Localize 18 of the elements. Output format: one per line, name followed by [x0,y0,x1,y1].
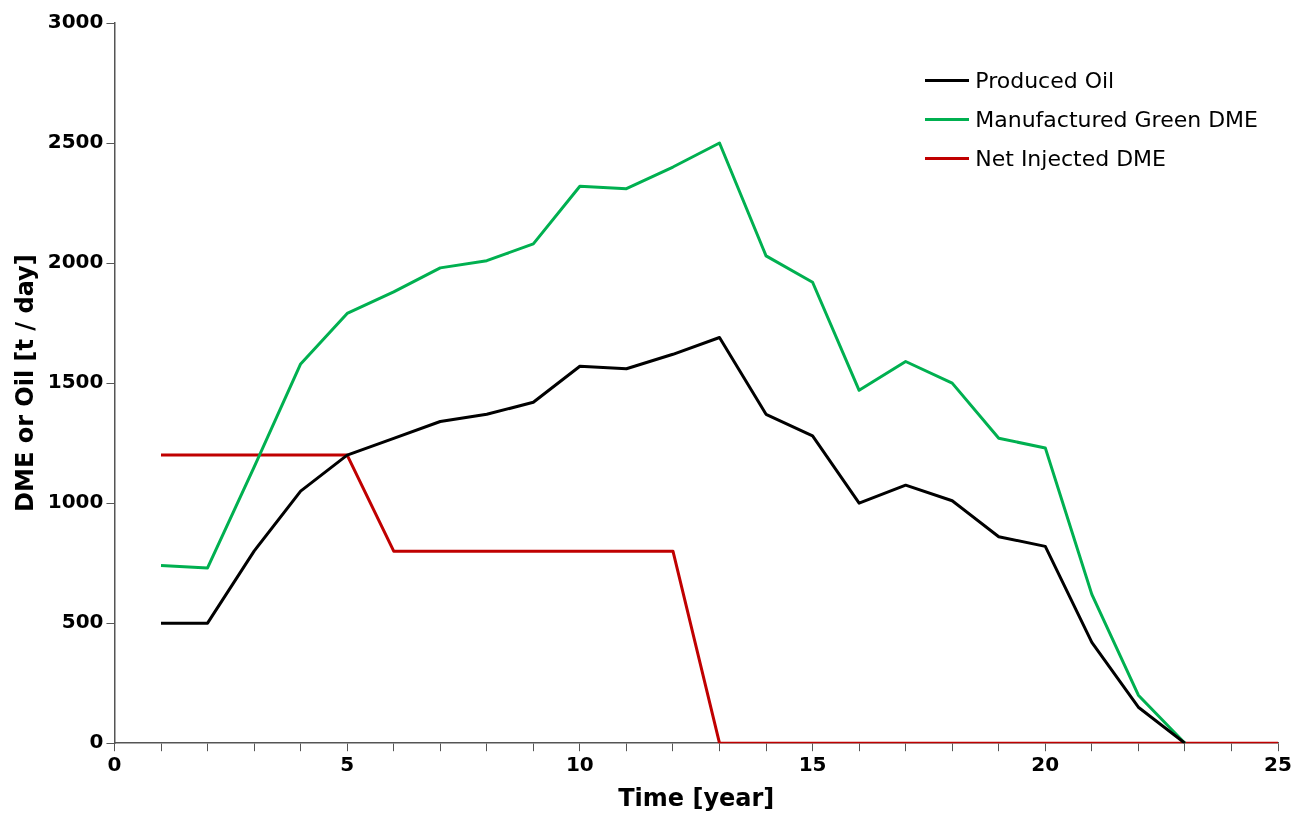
y-tick-label: 2000 [47,249,104,274]
y-tick-label: 1500 [47,369,104,394]
y-tick-label: 1000 [47,489,104,514]
x-tick-label: 20 [1031,752,1060,777]
legend-label: Manufactured Green DME [975,107,1258,132]
x-axis-title: Time [year] [618,783,775,812]
legend-label: Produced Oil [975,68,1115,93]
y-tick-label: 2500 [47,129,104,154]
x-tick-label: 5 [340,752,355,777]
y-tick-label: 0 [89,729,104,754]
y-tick-label: 3000 [47,9,104,34]
y-axis-title: DME or Oil [t / day] [10,254,39,512]
x-tick-label: 10 [565,752,594,777]
legend-label: Net Injected DME [975,146,1166,171]
x-tick-label: 15 [798,752,827,777]
y-tick-label: 500 [61,609,104,634]
x-tick-label: 25 [1264,752,1292,777]
x-tick-label: 0 [107,752,122,777]
